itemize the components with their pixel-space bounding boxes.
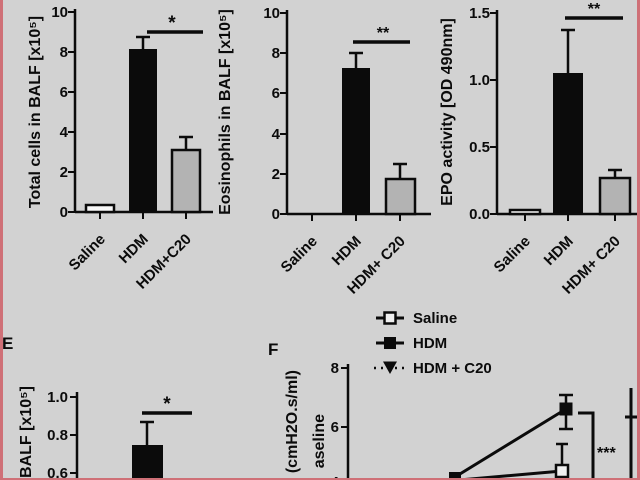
legend-filled-square-icon xyxy=(384,337,396,349)
panel-b-ytick-4: 4 xyxy=(272,126,281,143)
hdm-series-line xyxy=(454,407,567,479)
panel-b-cat-hdm: HDM xyxy=(329,233,365,269)
legend-item-saline: Saline xyxy=(376,310,457,327)
panel-b-ytick-8: 8 xyxy=(272,45,280,62)
panel-b-ytick-0: 0 xyxy=(272,206,280,223)
panel-c-ytick-1-5: 1.5 xyxy=(469,5,490,22)
panel-c: EPO activity [OD 490nm] 1.5 1.0 0.5 0.0 … xyxy=(439,1,640,298)
panel-c-cat-saline: Saline xyxy=(491,233,534,276)
frame-bottom-edge xyxy=(0,478,640,480)
panel-a-sig-label: * xyxy=(168,13,176,34)
panel-a-ytick-4: 4 xyxy=(60,124,69,141)
panel-f-ytick-4: 4 xyxy=(331,474,340,480)
panel-a-x-ticks xyxy=(99,212,187,219)
panel-a-cat-saline: Saline xyxy=(66,231,109,274)
panel-a-ytick-8: 8 xyxy=(60,44,68,61)
panel-b-cat-saline: Saline xyxy=(278,233,321,276)
panel-a-cat-hdm: HDM xyxy=(116,231,152,267)
panel-c-y-axis-title: EPO activity [OD 490nm] xyxy=(439,18,456,206)
panel-c-cat-hdm: HDM xyxy=(541,233,577,269)
panel-f-legend: Saline HDM HDM + C20 xyxy=(374,310,492,377)
panel-a-ytick-0: 0 xyxy=(60,204,68,221)
saline-point xyxy=(554,442,570,479)
panel-c-bar-hdm xyxy=(553,28,583,214)
panel-a-y-ticks xyxy=(68,11,75,213)
panel-c-ytick-1-0: 1.0 xyxy=(469,72,490,89)
panel-e: E BALF [x10⁵] 1.0 0.8 0.6 * xyxy=(2,334,192,480)
panel-a-bar-hdm-c20 xyxy=(170,135,202,214)
panel-f-y-axis-title-line1: e (cmH2O.s/ml) xyxy=(284,370,301,480)
first-point-marker xyxy=(449,472,461,480)
panel-f-sig-bracket xyxy=(578,411,595,480)
panel-f-ytick-6: 6 xyxy=(331,419,339,436)
panel-e-ytick-1-0: 1.0 xyxy=(47,389,68,406)
hdm-point xyxy=(559,393,573,431)
legend-item-hdm: HDM xyxy=(376,335,447,352)
panel-b-y-axis-title: Eosinophils in BALF [x10⁵] xyxy=(217,9,234,215)
panel-e-bar-hdm xyxy=(132,420,163,480)
panel-b-bar-hdm xyxy=(342,51,370,214)
panel-f-ytick-8: 8 xyxy=(331,360,339,377)
panel-c-bar-saline xyxy=(508,208,542,216)
panel-f: F Saline HDM HDM + C20 e (cmH2O.s/ml) as… xyxy=(268,310,638,480)
panel-a-bar-saline xyxy=(84,203,116,214)
panel-c-sig-label: ** xyxy=(588,1,601,18)
frame-left-edge xyxy=(0,0,3,480)
panel-f-series xyxy=(447,393,573,480)
panel-e-ytick-0-6: 0.6 xyxy=(47,465,68,480)
panel-b-x-ticks xyxy=(311,214,401,221)
panel-a-y-axis-title: Total cells in BALF [x10⁵] xyxy=(27,16,44,208)
panel-e-y-ticks xyxy=(70,396,77,474)
panel-c-ytick-0-0: 0.0 xyxy=(469,206,490,223)
legend-hdm-label: HDM xyxy=(413,335,447,352)
frame-right-edge xyxy=(637,0,640,480)
panel-b-ytick-10: 10 xyxy=(263,5,280,22)
panel-f-sig-label: *** xyxy=(597,445,616,462)
panel-a-ytick-6: 6 xyxy=(60,84,68,101)
panel-b-ytick-6: 6 xyxy=(272,85,280,102)
panel-e-ytick-0-8: 0.8 xyxy=(47,427,68,444)
panel-f-y-ticks xyxy=(341,367,348,428)
legend-open-square-icon xyxy=(383,311,397,325)
panel-c-x-ticks xyxy=(524,214,616,221)
panel-a-ytick-10: 10 xyxy=(51,4,68,21)
panel-b-bar-hdm-c20 xyxy=(384,162,417,216)
legend-hdm-c20-label: HDM + C20 xyxy=(413,360,492,377)
panel-f-sig-bracket-2 xyxy=(625,388,638,480)
panel-b-sig-label: ** xyxy=(377,25,390,42)
panel-a-ytick-2: 2 xyxy=(60,164,68,181)
panel-f-y-axis-title-line2: aseline xyxy=(311,414,328,468)
panel-a-bar-hdm xyxy=(129,35,157,212)
panel-e-label: E xyxy=(2,334,13,353)
panel-c-bar-hdm-c20 xyxy=(598,168,632,216)
panel-b-ytick-2: 2 xyxy=(272,166,280,183)
panel-c-ytick-0-5: 0.5 xyxy=(469,139,490,156)
panel-e-y-axis-title: BALF [x10⁵] xyxy=(18,386,35,478)
legend-item-hdm-c20: HDM + C20 xyxy=(374,360,492,377)
panel-c-y-ticks xyxy=(490,12,497,215)
panel-b-y-ticks xyxy=(280,12,287,215)
panel-b: Eosinophils in BALF [x10⁵] 10 8 6 4 2 0 … xyxy=(217,5,431,298)
legend-filled-triangle-down-icon xyxy=(383,361,397,374)
panel-e-sig-label: * xyxy=(163,394,171,415)
panel-f-label: F xyxy=(268,340,278,359)
panel-a: Total cells in BALF [x10⁵] 10 8 6 4 2 0 … xyxy=(27,4,213,293)
legend-saline-label: Saline xyxy=(413,310,457,327)
